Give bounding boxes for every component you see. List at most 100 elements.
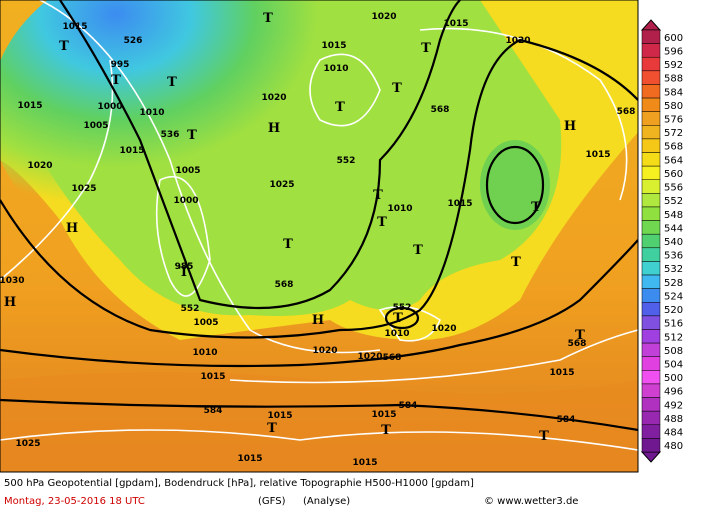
scale-label: 540 — [664, 237, 683, 248]
scale-label: 564 — [664, 155, 683, 166]
pressure-center: T — [267, 421, 277, 436]
contour-label: 1015 — [119, 146, 144, 156]
contour-label: 552 — [181, 304, 200, 314]
pressure-center: T — [575, 328, 585, 343]
contour-label: 1015 — [371, 410, 396, 420]
contour-label: 1000 — [97, 102, 122, 112]
scale-label: 584 — [664, 87, 683, 98]
contour-label: 1015 — [200, 372, 225, 382]
scale-label: 528 — [664, 278, 683, 289]
footer-title: 500 hPa Geopotential [gpdam], Bodendruck… — [4, 478, 474, 489]
scale-arrow-top — [640, 19, 662, 31]
map — [0, 0, 638, 472]
contour-label: 1015 — [237, 454, 262, 464]
scale-label: 560 — [664, 169, 683, 180]
pressure-center: T — [539, 429, 549, 444]
contour-label: 584 — [557, 415, 576, 425]
pressure-center: T — [335, 100, 345, 115]
contour-label: 1015 — [447, 199, 472, 209]
pressure-center: T — [263, 11, 273, 26]
geopotential-lines — [0, 0, 638, 432]
scale-swatch — [641, 356, 661, 371]
contour-label: 1000 — [173, 196, 198, 206]
scale-label: 588 — [664, 74, 683, 85]
contour-label: 1020 — [27, 161, 52, 171]
contour-label: 1010 — [323, 64, 348, 74]
scale-label: 596 — [664, 46, 683, 57]
contour-label: 584 — [204, 406, 223, 416]
scale-swatch — [641, 247, 661, 262]
scale-label: 532 — [664, 264, 683, 275]
scale-label: 512 — [664, 332, 683, 343]
pressure-center: T — [179, 265, 189, 280]
contour-label: 568 — [568, 339, 587, 349]
contour-label: 1025 — [71, 184, 96, 194]
contour-label: 1015 — [267, 411, 292, 421]
scale-swatch — [641, 342, 661, 357]
scale-label: 568 — [664, 142, 683, 153]
pressure-center: T — [531, 200, 541, 215]
contour-label: 1025 — [269, 180, 294, 190]
pressure-center: T — [421, 41, 431, 56]
footer-kind: (Analyse) — [303, 496, 350, 507]
scale-label: 600 — [664, 33, 683, 44]
contour-label: 526 — [124, 36, 143, 46]
pressure-center: T — [187, 128, 197, 143]
contour-label: 1010 — [139, 108, 164, 118]
contour-label: 995 — [111, 60, 130, 70]
scale-swatch — [641, 70, 661, 85]
footer-date: Montag, 23-05-2016 18 UTC — [4, 496, 145, 507]
contour-label: 1015 — [443, 19, 468, 29]
pressure-center: T — [393, 311, 403, 326]
contour-label: 1010 — [387, 204, 412, 214]
scale-swatch — [641, 165, 661, 180]
scale-swatch — [641, 179, 661, 194]
scale-label: 488 — [664, 414, 683, 425]
contour-label: 1020 — [431, 324, 456, 334]
contour-label: 568 — [383, 353, 402, 363]
contour-label: 1010 — [192, 348, 217, 358]
pressure-center: T — [167, 75, 177, 90]
contour-label: 1020 — [312, 346, 337, 356]
contour-label: 568 — [275, 280, 294, 290]
scale-swatch — [641, 397, 661, 412]
scale-swatch — [641, 370, 661, 385]
pressure-center: T — [377, 215, 387, 230]
scale-label: 556 — [664, 183, 683, 194]
scale-swatch — [641, 220, 661, 235]
scale-label: 484 — [664, 428, 683, 439]
contour-label: 584 — [399, 401, 418, 411]
pressure-center: T — [392, 81, 402, 96]
scale-swatch — [641, 138, 661, 153]
contour-label: 568 — [617, 107, 636, 117]
scale-label: 544 — [664, 223, 683, 234]
contour-label: 1005 — [83, 121, 108, 131]
contour-label: 1015 — [352, 458, 377, 468]
scale-swatch — [641, 84, 661, 99]
scale-swatch — [641, 233, 661, 249]
pressure-center: T — [511, 255, 521, 270]
scale-swatch — [641, 206, 661, 221]
scale-label: 504 — [664, 360, 683, 371]
pressure-center: T — [373, 188, 383, 203]
contour-label: 1005 — [193, 318, 218, 328]
contour-label: 1020 — [261, 93, 286, 103]
scale-swatch — [641, 125, 661, 140]
pressure-center: H — [268, 121, 280, 136]
footer-model: (GFS) — [258, 496, 286, 507]
contour-label: 1015 — [585, 150, 610, 160]
contour-label: 1015 — [321, 41, 346, 51]
contour-label: 1020 — [357, 352, 382, 362]
scale-label: 592 — [664, 60, 683, 71]
scale-swatch — [641, 56, 661, 72]
pressure-center: T — [381, 423, 391, 438]
scale-label: 492 — [664, 400, 683, 411]
scale-arrow-bottom — [640, 451, 662, 463]
scale-label: 524 — [664, 291, 683, 302]
contour-label: 1015 — [549, 368, 574, 378]
scale-label: 496 — [664, 387, 683, 398]
scale-swatch — [641, 111, 661, 126]
scale-swatch — [641, 383, 661, 398]
contour-label: 1010 — [384, 329, 409, 339]
